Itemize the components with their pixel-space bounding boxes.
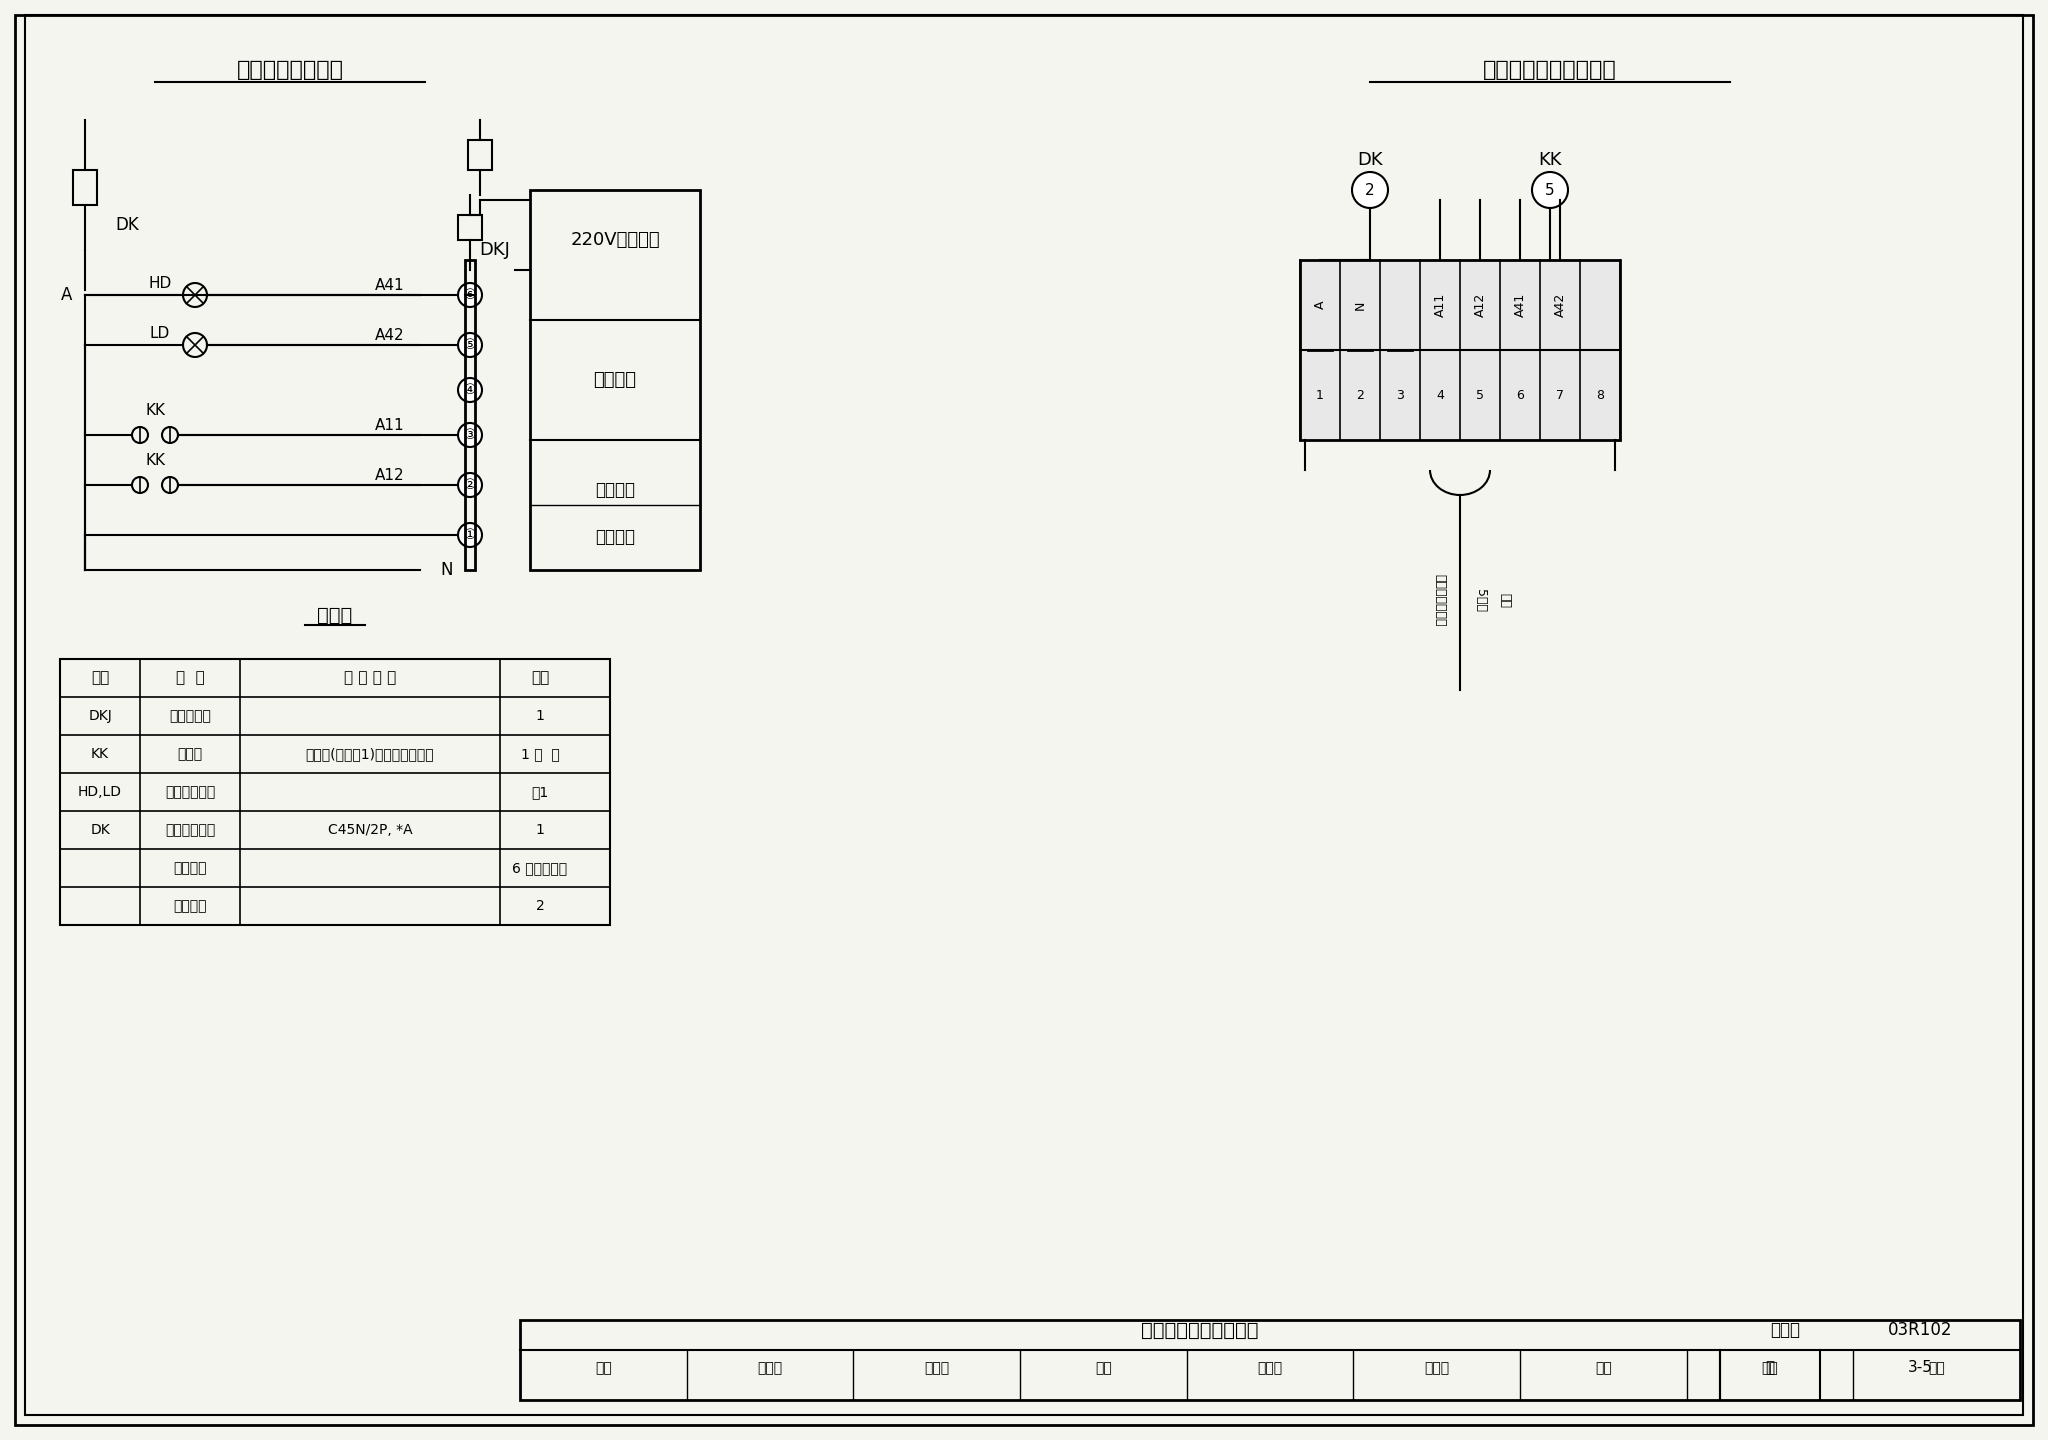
Text: DK: DK: [1358, 151, 1382, 168]
Text: 5: 5: [1477, 389, 1485, 402]
Text: 名  称: 名 称: [176, 671, 205, 685]
Text: 设备表: 设备表: [317, 605, 352, 625]
Text: 顾新金: 顾新金: [924, 1361, 948, 1375]
Text: 03R102: 03R102: [1888, 1320, 1952, 1339]
Text: 6 在操作器上: 6 在操作器上: [512, 861, 567, 876]
Text: 汪晓杰: 汪晓杰: [1423, 1361, 1450, 1375]
Text: A41: A41: [375, 278, 406, 292]
Text: 数量: 数量: [530, 671, 549, 685]
Text: DKJ: DKJ: [88, 708, 113, 723]
Text: 页: 页: [1765, 1361, 1774, 1375]
Text: 戴新全: 戴新全: [758, 1361, 782, 1375]
Text: 4: 4: [1436, 389, 1444, 402]
Text: N: N: [440, 562, 453, 579]
Bar: [59, 660, 610, 924]
Text: 2: 2: [537, 899, 545, 913]
Text: HD,LD: HD,LD: [78, 785, 123, 799]
Text: 5: 5: [1544, 183, 1554, 197]
Text: 操作器: 操作器: [178, 747, 203, 760]
Text: 型 式 规 范: 型 式 规 范: [344, 671, 395, 685]
Bar: [520, 1320, 2019, 1400]
Text: 校对: 校对: [1096, 1361, 1112, 1375]
Text: 谭晓杰: 谭晓杰: [1257, 1361, 1282, 1375]
Text: 符号: 符号: [90, 671, 109, 685]
Text: A12: A12: [375, 468, 406, 482]
Bar: [465, 261, 475, 570]
Bar: [469, 140, 492, 170]
Text: KK: KK: [145, 452, 166, 468]
Text: 执行器盒内安装接线图: 执行器盒内安装接线图: [1483, 60, 1616, 81]
Text: KK: KK: [145, 403, 166, 418]
Text: 7: 7: [1556, 389, 1565, 402]
Text: 220V交流电源: 220V交流电源: [569, 230, 659, 249]
Text: 两按钮(红绿各1)带红绿色信号灯: 两按钮(红绿各1)带红绿色信号灯: [305, 747, 434, 760]
Text: A42: A42: [1554, 292, 1567, 317]
Text: 5线型: 5线型: [1473, 589, 1487, 612]
Text: DK: DK: [90, 824, 111, 837]
Circle shape: [459, 379, 481, 402]
Text: DK: DK: [115, 216, 139, 235]
Text: 1: 1: [537, 824, 545, 837]
Text: LD: LD: [150, 325, 170, 340]
Text: 董磊: 董磊: [1929, 1361, 1946, 1375]
Text: 连接端子: 连接端子: [174, 899, 207, 913]
Text: 2: 2: [1356, 389, 1364, 402]
Circle shape: [459, 333, 481, 357]
Text: 2: 2: [1366, 183, 1374, 197]
Text: A: A: [1313, 301, 1327, 310]
Text: HD: HD: [147, 275, 172, 291]
Text: 各1: 各1: [530, 785, 549, 799]
Text: A: A: [61, 287, 72, 304]
Text: DKJ: DKJ: [479, 240, 510, 259]
Text: 阀位信号: 阀位信号: [594, 372, 637, 389]
Text: ②: ②: [463, 478, 477, 492]
Text: KK: KK: [1538, 151, 1563, 168]
Text: ⑥: ⑥: [463, 288, 477, 302]
Text: KK: KK: [90, 747, 109, 760]
Text: 8: 8: [1595, 389, 1604, 402]
Text: A11: A11: [1434, 292, 1446, 317]
Text: 图集号: 图集号: [1769, 1320, 1800, 1339]
Text: ⑤: ⑤: [463, 338, 477, 351]
Text: 设计: 设计: [1595, 1361, 1612, 1375]
Bar: [530, 190, 700, 570]
Circle shape: [459, 472, 481, 497]
Text: 红绿色信号灯: 红绿色信号灯: [166, 785, 215, 799]
Text: 电动执行器安装接线图: 电动执行器安装接线图: [1141, 1320, 1260, 1339]
Text: ④: ④: [463, 383, 477, 397]
Text: 申核: 申核: [596, 1361, 612, 1375]
Text: C45N/2P, *A: C45N/2P, *A: [328, 824, 412, 837]
Bar: [1300, 261, 1620, 441]
Text: ①: ①: [463, 528, 477, 541]
Text: 6: 6: [1516, 389, 1524, 402]
Text: 至被电动执行器: 至被电动执行器: [1434, 573, 1446, 626]
Text: 1: 1: [537, 708, 545, 723]
Circle shape: [1352, 171, 1389, 207]
Text: 1 备  注: 1 备 注: [520, 747, 559, 760]
Text: A42: A42: [375, 327, 406, 343]
Circle shape: [459, 523, 481, 547]
Text: N: N: [1354, 301, 1366, 310]
Text: 控制: 控制: [1499, 592, 1511, 608]
Circle shape: [459, 423, 481, 446]
Text: 1: 1: [1317, 389, 1323, 402]
Text: 开大回路: 开大回路: [596, 481, 635, 500]
Circle shape: [1532, 171, 1569, 207]
Text: A41: A41: [1513, 292, 1526, 317]
Text: 3-5: 3-5: [1907, 1361, 1933, 1375]
Text: 电动执行器: 电动执行器: [170, 708, 211, 723]
Text: 董苗: 董苗: [1761, 1361, 1778, 1375]
Bar: [74, 170, 96, 204]
Text: A11: A11: [375, 418, 406, 432]
Bar: [459, 215, 481, 240]
Text: 单极自动开关: 单极自动开关: [166, 824, 215, 837]
Circle shape: [459, 284, 481, 307]
Text: 关小回路: 关小回路: [596, 528, 635, 546]
Text: 执行器原理接线图: 执行器原理接线图: [236, 60, 344, 81]
Text: ③: ③: [463, 428, 477, 442]
Text: 普通端子: 普通端子: [174, 861, 207, 876]
Text: A12: A12: [1473, 292, 1487, 317]
Text: 3: 3: [1397, 389, 1405, 402]
